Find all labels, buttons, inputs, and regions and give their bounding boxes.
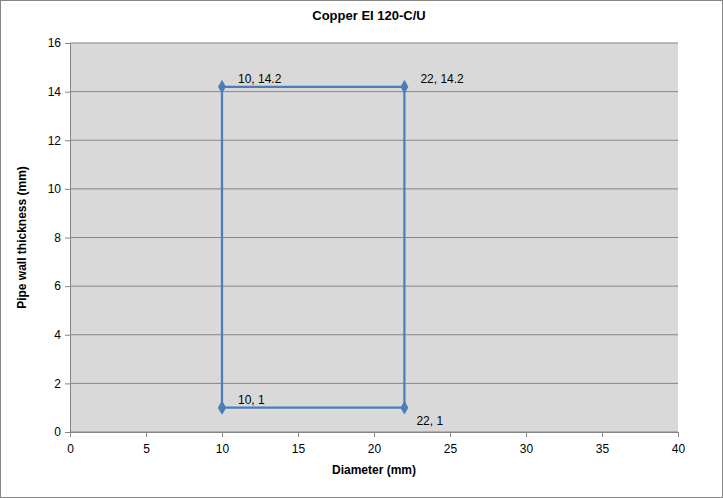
- y-tick-label: 14: [48, 85, 62, 99]
- y-tick-label: 12: [48, 134, 62, 148]
- y-tick: 10: [48, 182, 70, 196]
- x-tick: 35: [596, 432, 610, 456]
- x-tick: 15: [292, 432, 306, 456]
- y-tick-label: 2: [54, 377, 61, 391]
- grid-line: [70, 91, 678, 92]
- y-axis-title: Pipe wall thickness (mm): [15, 166, 29, 309]
- x-tick-label: 0: [67, 442, 74, 456]
- y-tick: 2: [54, 377, 70, 391]
- y-tick: 12: [48, 134, 70, 148]
- chart-frame: [1, 1, 723, 498]
- x-tick-label: 25: [444, 442, 458, 456]
- x-axis: 0 5 10 15 20 25 30 35 40: [67, 432, 685, 456]
- y-axis: 0 2 4 6 8 10 12 14 16: [48, 36, 71, 439]
- plot-background: [70, 43, 678, 432]
- y-tick-mark: [65, 286, 70, 287]
- x-tick: 40: [672, 432, 686, 456]
- y-tick-mark: [65, 432, 70, 433]
- y-tick-mark: [65, 189, 70, 190]
- y-tick-label: 10: [48, 182, 62, 196]
- grid-line: [70, 286, 678, 287]
- x-tick-label: 5: [143, 442, 150, 456]
- annotation: 10, 14.2: [238, 72, 282, 86]
- x-tick-mark: [602, 432, 603, 437]
- y-tick: 0: [54, 425, 70, 439]
- y-tick-mark: [65, 238, 70, 239]
- x-tick-label: 15: [292, 442, 306, 456]
- x-tick-mark: [374, 432, 375, 437]
- marker: [400, 401, 408, 415]
- y-tick-mark: [65, 335, 70, 336]
- x-tick-mark: [526, 432, 527, 437]
- plot-area: [218, 80, 408, 415]
- x-tick-label: 30: [520, 442, 534, 456]
- grid-line: [70, 43, 678, 44]
- marker: [218, 80, 226, 94]
- x-tick-mark: [70, 432, 71, 437]
- y-tick: 16: [48, 36, 70, 50]
- x-tick: 5: [143, 432, 150, 456]
- x-tick-label: 10: [216, 442, 230, 456]
- marker: [218, 401, 226, 415]
- chart-title: Copper EI 120-C/U: [312, 8, 425, 23]
- chart: 0 5 10 15 20 25 30 35 40 0 2 4 6 8 10 12 14 16 Copper EI 1…: [0, 0, 723, 498]
- y-tick-label: 4: [54, 328, 61, 342]
- x-tick-label: 35: [596, 442, 610, 456]
- annotation: 22, 1: [416, 414, 443, 428]
- annotation: 10, 1: [238, 393, 265, 407]
- y-tick-label: 6: [54, 279, 61, 293]
- x-tick: 10: [216, 432, 230, 456]
- x-tick-label: 40: [672, 442, 686, 456]
- x-tick: 20: [368, 432, 382, 456]
- x-tick: 30: [520, 432, 534, 456]
- x-tick-mark: [222, 432, 223, 437]
- grid-line: [70, 383, 678, 384]
- x-tick-mark: [146, 432, 147, 437]
- x-tick: 0: [67, 432, 74, 456]
- y-tick-mark: [65, 383, 70, 384]
- marker: [400, 80, 408, 94]
- annotation: 22, 14.2: [420, 72, 464, 86]
- y-tick-label: 0: [54, 425, 61, 439]
- grid: [70, 43, 678, 432]
- y-tick-mark: [65, 43, 70, 44]
- grid-line: [70, 334, 678, 335]
- grid-line: [70, 140, 678, 141]
- x-tick-mark: [298, 432, 299, 437]
- y-tick: 8: [54, 231, 70, 245]
- y-tick-label: 8: [54, 231, 61, 245]
- y-tick: 6: [54, 279, 70, 293]
- x-tick-mark: [450, 432, 451, 437]
- y-axis-line: [70, 44, 71, 433]
- series-line: [222, 87, 404, 408]
- x-tick-mark: [678, 432, 679, 437]
- y-tick-mark: [65, 140, 70, 141]
- grid-line: [70, 237, 678, 238]
- x-tick: 25: [444, 432, 458, 456]
- y-tick: 4: [54, 328, 70, 342]
- x-axis-title: Diameter (mm): [332, 463, 416, 477]
- grid-line: [70, 188, 678, 189]
- y-tick-label: 16: [48, 36, 62, 50]
- x-tick-label: 20: [368, 442, 382, 456]
- marker: [218, 401, 226, 415]
- y-tick: 14: [48, 85, 70, 99]
- y-tick-mark: [65, 92, 70, 93]
